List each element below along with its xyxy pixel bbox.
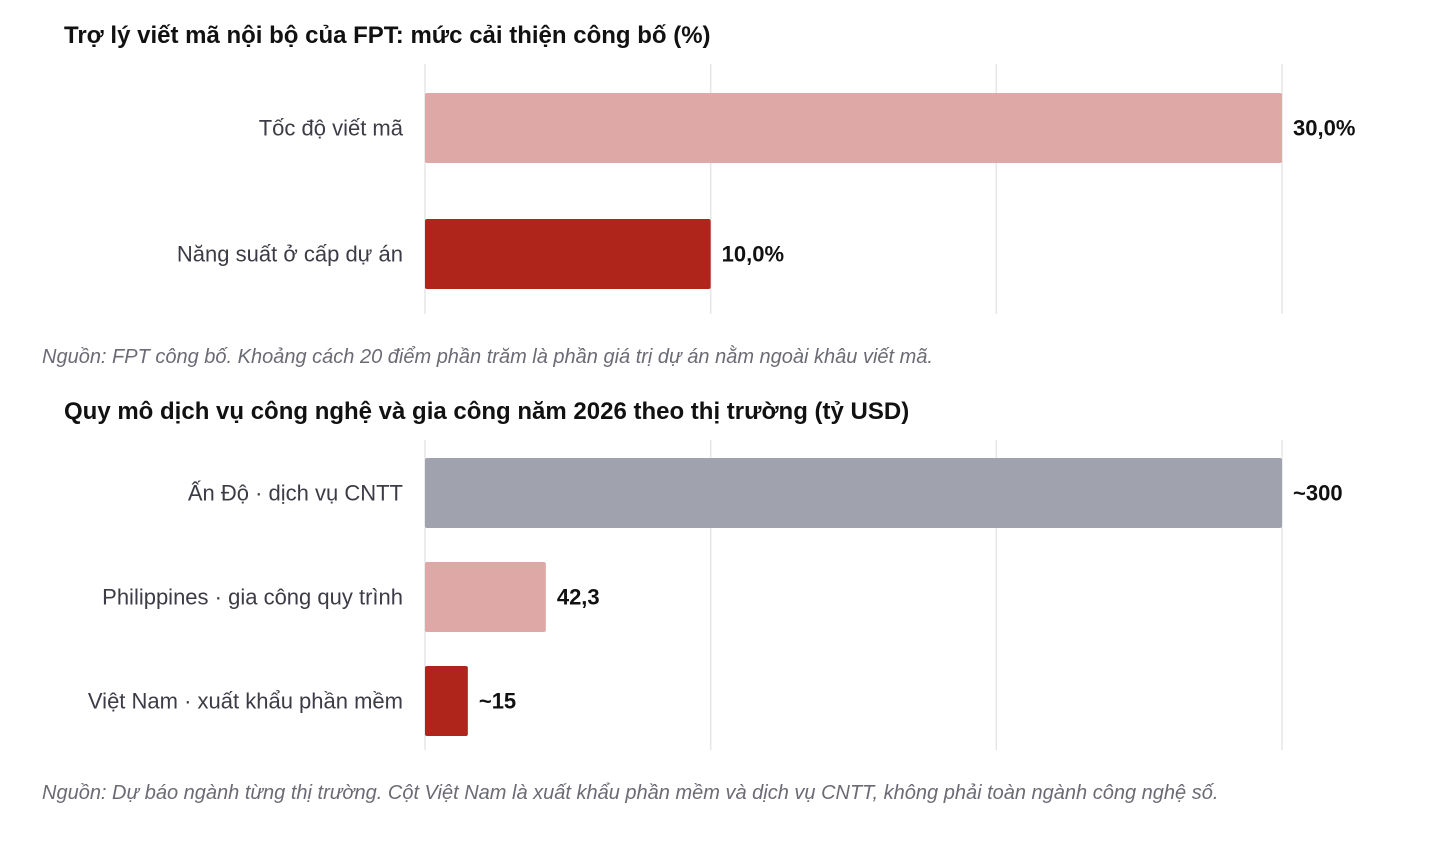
- value-label: 30,0%: [1293, 116, 1355, 141]
- bar: [425, 666, 468, 736]
- chart-1-plot: Tốc độ viết mã 30,0% Năng suất ở cấp dự án…: [177, 64, 1355, 314]
- chart-2-title: Quy mô dịch vụ công nghệ và gia công năm…: [64, 398, 910, 425]
- bar: [425, 562, 546, 632]
- chart-2-source-note: Nguồn: Dự báo ngành từng thị trường. Cột…: [42, 782, 1219, 804]
- value-label: 42,3: [557, 585, 600, 610]
- value-label: 10,0%: [722, 242, 784, 267]
- value-label: ~300: [1293, 481, 1343, 506]
- chart-2-plot: Ấn Độ · dịch vụ CNTT ~300 Philippines · gi…: [88, 440, 1343, 750]
- bar: [425, 458, 1282, 528]
- chart-1-source-note: Nguồn: FPT công bố. Khoảng cách 20 điểm …: [42, 346, 933, 368]
- value-label: ~15: [479, 689, 516, 714]
- category-label: Philippines · gia công quy trình: [102, 585, 403, 610]
- bar: [425, 93, 1282, 163]
- category-label: Năng suất ở cấp dự án: [177, 242, 403, 267]
- chart-1-title: Trợ lý viết mã nội bộ của FPT: mức cải t…: [64, 22, 711, 49]
- bar: [425, 219, 711, 289]
- category-label: Ấn Độ · dịch vụ CNTT: [188, 481, 403, 506]
- category-label: Việt Nam · xuất khẩu phần mềm: [88, 689, 403, 714]
- category-label: Tốc độ viết mã: [259, 116, 404, 141]
